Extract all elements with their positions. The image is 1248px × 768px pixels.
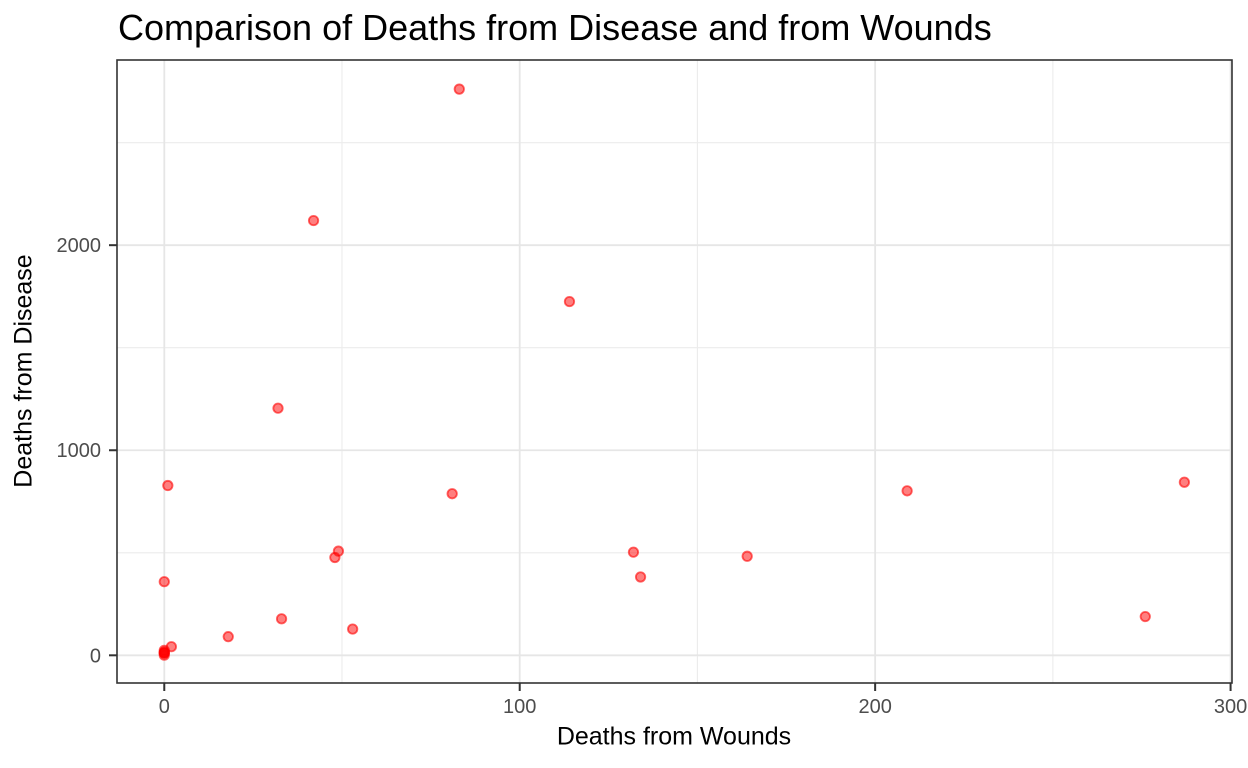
- y-axis-tick-label: 1000: [57, 440, 102, 462]
- data-point: [275, 613, 288, 625]
- data-point: [272, 402, 284, 414]
- x-axis-title: Deaths from Wounds: [556, 722, 792, 751]
- y-axis-tick-label: 2000: [57, 235, 102, 257]
- data-point: [901, 485, 913, 497]
- y-axis-tick-label: 0: [90, 645, 101, 667]
- data-point: [222, 631, 234, 643]
- data-point: [1178, 476, 1190, 488]
- data-point: [563, 295, 576, 308]
- x-axis-tick-label: 100: [503, 696, 536, 718]
- data-point: [307, 214, 320, 227]
- x-axis-tick-label: 200: [858, 696, 891, 718]
- x-axis-tick-label: 300: [1214, 696, 1247, 718]
- y-axis-title: Deaths from Disease: [9, 254, 38, 488]
- chart-title: Comparison of Deaths from Disease and fr…: [118, 7, 992, 48]
- data-point: [347, 623, 359, 635]
- data-point: [634, 571, 647, 583]
- data-point: [446, 488, 458, 500]
- data-point: [627, 546, 640, 558]
- panel-background: [117, 60, 1232, 683]
- data-point: [158, 646, 170, 658]
- data-point: [332, 545, 345, 557]
- data-point: [453, 83, 465, 95]
- data-point: [162, 479, 174, 492]
- data-point: [158, 576, 170, 588]
- x-axis-tick-label: 0: [159, 696, 170, 718]
- panel-border: [116, 59, 1233, 684]
- data-point: [1139, 610, 1151, 623]
- data-point: [741, 550, 753, 562]
